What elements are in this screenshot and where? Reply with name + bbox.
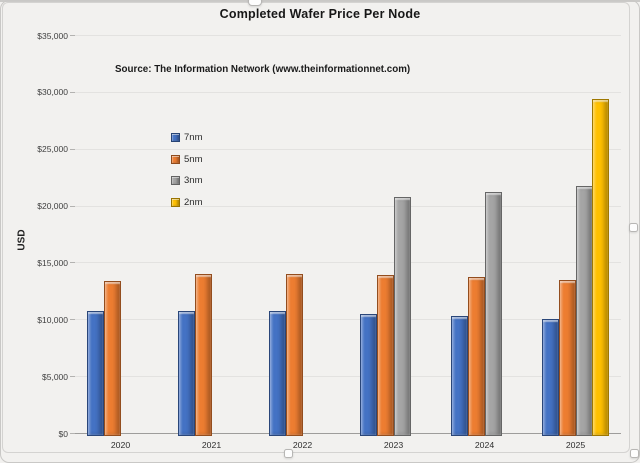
bar-7nm-2022	[269, 311, 286, 436]
x-tick-label: 2022	[292, 440, 313, 450]
y-tick-mark	[70, 148, 75, 150]
x-tick-label: 2024	[474, 440, 495, 450]
bar-7nm-2025	[542, 319, 559, 436]
y-gridline	[75, 262, 621, 264]
x-tick-label: 2021	[201, 440, 222, 450]
y-gridline	[75, 319, 621, 321]
bar-5nm-2023	[376, 274, 394, 436]
bar-2nm-2025	[592, 98, 610, 436]
selection-handle-top[interactable]	[248, 0, 262, 6]
bar-7nm-2024	[451, 315, 468, 436]
x-tick-label: 2025	[565, 440, 586, 450]
y-tick-label: $25,000	[37, 144, 68, 155]
bar-5nm-2021	[194, 273, 212, 436]
selection-handle-bottom[interactable]	[284, 449, 293, 458]
legend-marker-icon	[171, 133, 180, 143]
selection-handle-corner[interactable]	[630, 449, 639, 458]
y-tick-label: $5,000	[42, 371, 68, 382]
x-tick-label: 2020	[110, 440, 131, 450]
legend-item-3nm: 3nm	[171, 170, 202, 192]
y-tick-mark	[70, 433, 75, 434]
y-tick-mark	[70, 91, 75, 93]
source-annotation: Source: The Information Network (www.the…	[115, 64, 411, 75]
chart-legend: 7nm 5nm 3nm 2nm	[171, 127, 202, 213]
bar-3nm-2023	[393, 196, 411, 436]
y-tick-label: $0	[58, 428, 68, 439]
y-tick-mark	[70, 35, 75, 36]
legend-item-2nm: 2nm	[171, 192, 202, 214]
bar-3nm-2024	[484, 191, 502, 436]
legend-label: 5nm	[184, 153, 203, 165]
bar-5nm-2020	[103, 280, 121, 436]
y-gridline	[75, 148, 621, 150]
y-gridline	[75, 376, 621, 378]
x-axis-line	[75, 433, 621, 434]
y-gridline	[75, 35, 621, 36]
y-tick-mark	[70, 376, 75, 378]
legend-label: 7nm	[184, 132, 203, 144]
bar-7nm-2023	[360, 313, 377, 436]
legend-label: 3nm	[184, 175, 203, 187]
y-gridline	[75, 205, 621, 207]
chart-title: Completed Wafer Price Per Node	[219, 7, 421, 21]
bar-7nm-2021	[178, 311, 195, 436]
y-tick-label: $35,000	[37, 30, 68, 41]
window-top-edge	[0, 0, 640, 2]
bar-7nm-2020	[87, 311, 104, 436]
x-tick-label: 2023	[383, 440, 404, 450]
y-tick-mark	[70, 205, 75, 207]
y-tick-mark	[70, 319, 75, 321]
legend-item-5nm: 5nm	[171, 149, 202, 171]
bar-5nm-2024	[467, 277, 485, 436]
y-tick-label: $10,000	[37, 314, 68, 325]
y-tick-label: $20,000	[37, 201, 68, 212]
bar-5nm-2022	[285, 273, 303, 436]
y-gridline	[75, 91, 621, 93]
legend-marker-icon	[171, 197, 180, 207]
legend-item-7nm: 7nm	[171, 127, 202, 149]
y-axis-title: USD	[16, 229, 28, 251]
y-tick-label: $30,000	[37, 87, 68, 98]
y-tick-label: $15,000	[37, 257, 68, 268]
bar-3nm-2025	[575, 186, 593, 436]
bar-5nm-2025	[558, 279, 576, 436]
legend-marker-icon	[171, 154, 180, 164]
legend-marker-icon	[171, 176, 180, 186]
y-tick-mark	[70, 262, 75, 264]
legend-label: 2nm	[184, 196, 203, 208]
selection-handle-right[interactable]	[629, 223, 638, 232]
